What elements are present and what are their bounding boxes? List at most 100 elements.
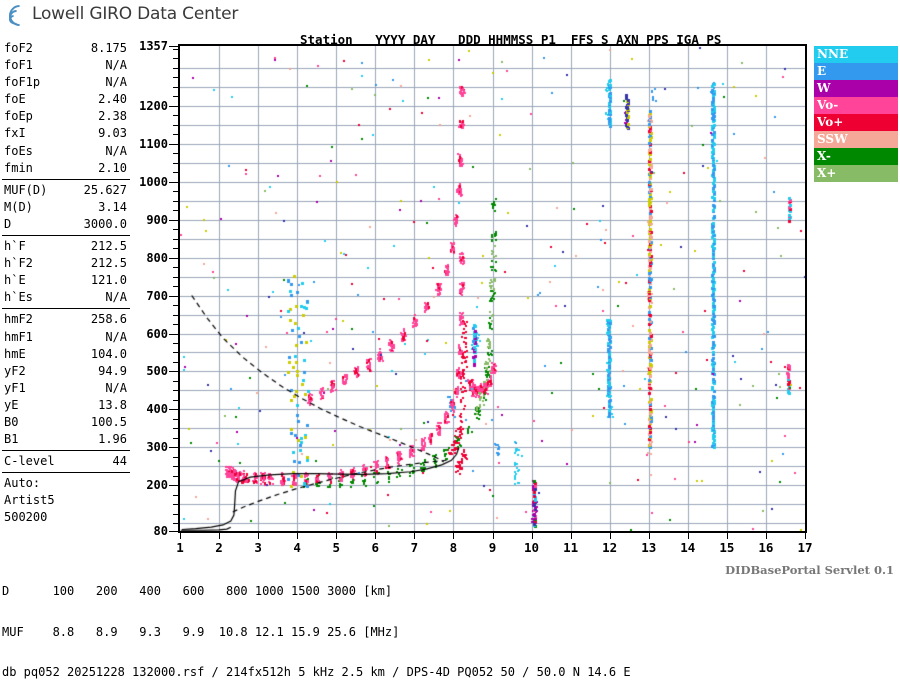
y-axis-tick [169,333,178,335]
footer: D 100 200 400 600 800 1000 1500 3000 [km… [2,558,631,693]
param-value: 44 [112,454,127,469]
param-row-foep: foEp 2.38 [2,108,130,125]
param-value: 13.8 [98,397,127,412]
direction-legend[interactable]: NNE E W Vo- Vo+ SSW X- X+ [814,46,898,182]
param-value: 8.175 [90,41,127,55]
param-key: foF1 [4,58,33,73]
auto-note-line: Artist5 [4,493,55,508]
y-axis-minor-tick [173,390,178,392]
ionogram-plot[interactable] [178,44,807,533]
param-row-hmf1: hmF1 N/A [2,329,130,346]
legend-item-w[interactable]: W [814,80,898,97]
param-value: 212.5 [90,239,127,254]
footer-file-row: db pq052 20251228 132000.rsf / 214fx512h… [2,665,631,679]
giro-logo: Lowell GIRO Data Center [4,0,238,31]
y-axis-minor-tick [173,162,178,164]
footer-distance-row: D 100 200 400 600 800 1000 1500 3000 [km… [2,584,393,598]
x-axis-label: 6 [371,540,380,555]
x-axis-tick [258,533,260,539]
y-axis-minor-tick [173,286,178,288]
param-key: h`E [4,273,26,288]
x-axis-label: 8 [449,540,458,555]
param-row-foes: foEs N/A [2,143,130,160]
y-axis-tick [169,447,178,449]
y-axis-minor-tick [173,428,178,430]
param-group-divider [2,472,130,474]
y-axis-minor-tick [173,305,178,307]
param-key: B1 [4,432,19,447]
param-value: 3000.0 [83,216,127,231]
y-axis-label: 1100 [139,136,168,151]
y-axis-minor-tick [173,48,178,50]
param-row-fof1: foF1 N/A [2,57,130,74]
x-axis-label: 7 [410,540,419,555]
param-key: yF1 [4,380,26,395]
y-axis-tick [169,105,178,107]
station-header-labels: Station YYYY DAY DDD HHMMSS P1 FFS S AXN… [300,32,722,47]
y-axis-label: 800 [146,250,168,265]
y-axis-minor-tick [173,314,178,316]
param-row-mufd: MUF(D) 25.627 [2,182,130,199]
param-key: foEp [4,109,33,124]
y-axis-tick [169,46,178,47]
param-value: 25.627 [83,182,127,197]
x-axis-tick [648,533,650,539]
param-row-fxi: fxI 9.03 [2,125,130,142]
legend-item-nne[interactable]: NNE [814,46,898,63]
param-row-fof1p: foF1p N/A [2,74,130,91]
footer-muf-row: MUF 8.8 8.9 9.3 9.9 10.8 12.1 15.9 25.6 … [2,624,400,639]
legend-item-x[interactable]: X- [814,148,898,165]
param-key: fxI [4,126,26,141]
y-axis-minor-tick [173,361,178,363]
y-axis-minor-tick [173,229,178,231]
y-axis-tick [169,219,178,221]
legend-item-x[interactable]: X+ [814,165,898,182]
x-axis-label: 16 [758,540,774,555]
param-key: h`F2 [4,256,33,271]
y-axis-minor-tick [173,124,178,126]
plot-data-points [180,46,805,531]
param-value: 1.96 [98,432,127,447]
y-axis-minor-tick [173,96,178,98]
param-key: h`Es [4,290,33,305]
param-row-b1: B1 1.96 [2,431,130,448]
y-axis-label: 500 [146,364,168,379]
ionogram-parameters-panel: foF2 8.175 foF1 N/A foF1p N/A foE 2.40 foEp 2.38 f… [2,40,130,527]
y-axis-minor-tick [173,115,178,117]
param-row-hf: h`F 212.5 [2,238,130,255]
param-key: B0 [4,414,19,429]
legend-item-ssw[interactable]: SSW [814,131,898,148]
x-axis-tick [180,533,181,539]
y-axis-label: 400 [146,402,168,417]
x-axis-tick [570,533,572,539]
y-axis-minor-tick [173,238,178,240]
legend-item-e[interactable]: E [814,63,898,80]
param-value: 2.40 [98,92,127,107]
param-key: foE [4,92,26,107]
param-row-fmin: fmin 2.10 [2,160,130,177]
y-axis-minor-tick [173,324,178,325]
param-value: 3.14 [98,199,127,214]
y-axis-label: 80 [153,524,168,538]
x-axis-label: 2 [215,540,223,555]
param-value: N/A [105,75,127,90]
param-value: 2.38 [98,109,127,124]
param-value: N/A [105,290,127,305]
param-group-divider [2,450,130,452]
param-value: 2.10 [98,160,127,175]
param-key: h`F [4,239,26,254]
y-axis-minor-tick [173,343,178,344]
param-key: MUF(D) [4,182,48,197]
param-key: foEs [4,143,33,158]
param-key: yF2 [4,363,26,378]
x-axis-tick [805,533,806,539]
y-axis-minor-tick [173,134,178,136]
param-value: 258.6 [90,312,127,327]
legend-item-vo[interactable]: Vo- [814,97,898,114]
param-value: 100.5 [90,414,127,429]
y-axis-minor-tick [173,153,178,155]
x-axis-label: 10 [524,540,540,555]
legend-item-vo[interactable]: Vo+ [814,114,898,131]
param-key: foF2 [4,41,33,55]
param-row-he: h`E 121.0 [2,272,130,289]
